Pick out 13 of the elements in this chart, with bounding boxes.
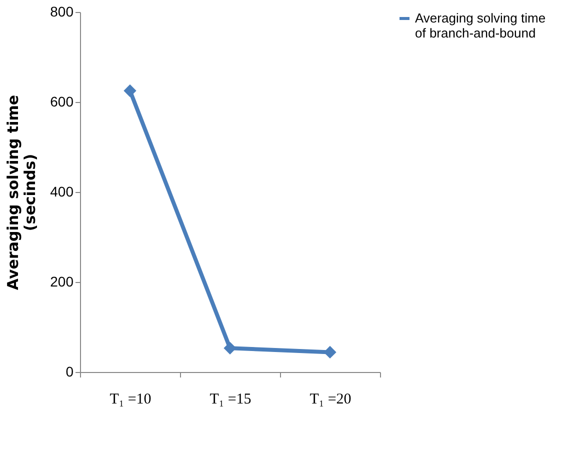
point [224,342,236,354]
y-tick-label: 600 [50,94,74,110]
y-tick-label: 0 [66,364,74,380]
point [124,84,136,98]
y-axis-title: Averaging solving time (secinds) [4,94,40,290]
x-tick-label: T₁ =15 [210,392,252,408]
y-tick-label: 200 [50,274,74,290]
y-tick-label: 800 [50,4,74,20]
legend-label: Averaging solving time of branch-and-bound [415,10,546,40]
x-tick-label: T₁ =20 [310,392,352,408]
y-tick-label: 400 [50,184,74,200]
x-tick-label: T₁ =10 [110,392,152,408]
point [324,346,336,359]
